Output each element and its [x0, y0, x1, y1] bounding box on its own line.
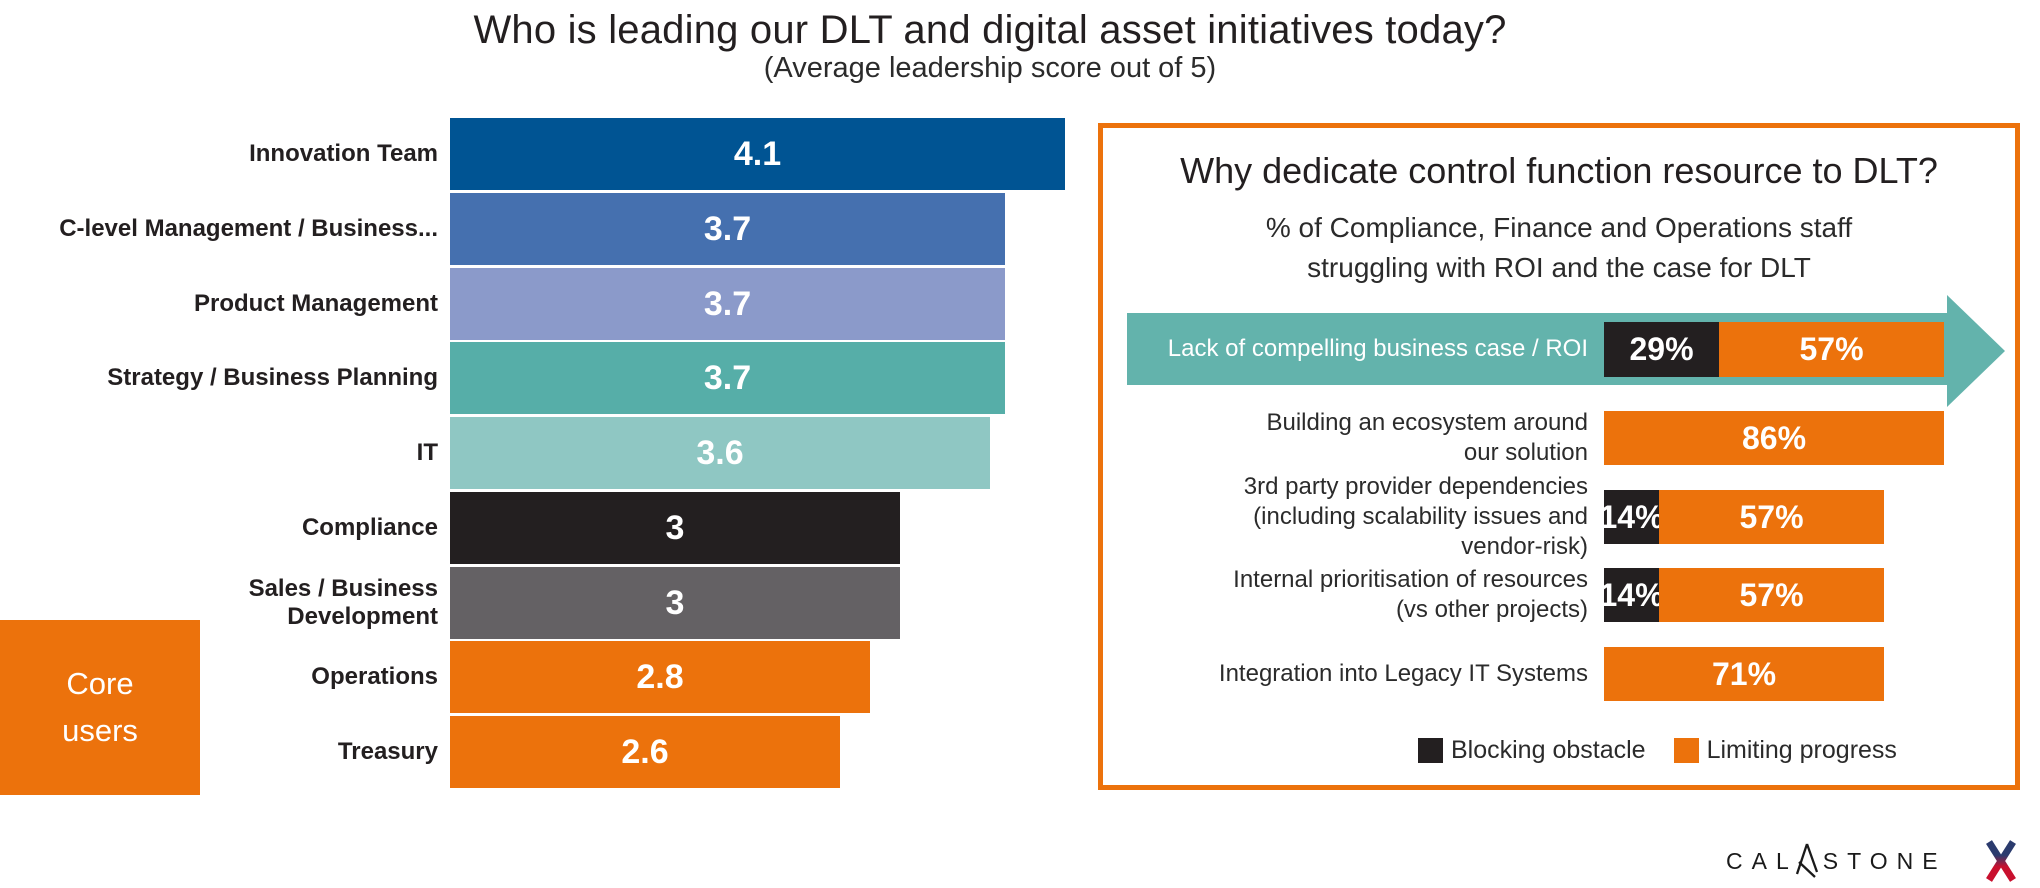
- leadership-category-label: Innovation Team: [249, 140, 438, 168]
- obstacle-category-label: Building an ecosystem around our solutio…: [1266, 409, 1588, 466]
- panel-title: Why dedicate control function resource t…: [1180, 150, 1938, 191]
- leadership-bar: 2.6: [450, 716, 840, 788]
- calastone-wordmark-right: STONE: [1822, 847, 1947, 874]
- arrow-row-label: Lack of compelling business case / ROI: [1167, 335, 1588, 362]
- obstacle-category-label: 3rd party provider dependencies (includi…: [1243, 473, 1588, 560]
- dlt-panel: Why dedicate control function resource t…: [1098, 123, 2020, 790]
- blocking-segment: 14%: [1599, 490, 1664, 544]
- legend-item-blocking: Blocking obstacle: [1418, 736, 1646, 765]
- arrow-blocking-segment: 29%: [1604, 322, 1719, 377]
- blocking-obstacle-label: Blocking obstacle: [1451, 736, 1646, 764]
- leadership-category-label: IT: [416, 439, 438, 467]
- leadership-bar-value: 3: [665, 508, 685, 547]
- obstacle-category-label: Internal prioritisation of resources (vs…: [1233, 566, 1588, 623]
- leadership-bar: 3.7: [450, 193, 1005, 265]
- legend-item-limiting: Limiting progress: [1673, 736, 1897, 765]
- leadership-bar-value: 2.8: [636, 657, 684, 696]
- calastone-a-icon: [1795, 843, 1818, 878]
- leadership-bar-value: 3.7: [703, 284, 752, 323]
- page-subtitle: (Average leadership score out of 5): [763, 52, 1217, 84]
- limiting-segment: 57%: [1659, 490, 1884, 544]
- arrow-limiting-value: 57%: [1799, 331, 1864, 367]
- leadership-category-label: Strategy / Business Planning: [107, 364, 438, 392]
- limiting-segment: 71%: [1604, 647, 1884, 701]
- leadership-bar: 4.1: [450, 118, 1065, 190]
- obstacle-category-label: Integration into Legacy IT Systems: [1218, 660, 1588, 687]
- leadership-category-label: C-level Management / Business...: [59, 215, 438, 243]
- core-users-badge: Core users: [0, 620, 200, 795]
- x-mark-icon: [1985, 840, 2016, 882]
- limiting-segment: 86%: [1604, 411, 1944, 465]
- leadership-category-label: Operations: [311, 663, 438, 691]
- leadership-bar-value: 2.6: [621, 732, 669, 771]
- leadership-category-label: Sales / Business Development: [248, 575, 438, 630]
- leadership-bar-value: 3: [665, 583, 685, 622]
- leadership-category-label: Compliance: [301, 514, 438, 542]
- leadership-bar: 2.8: [450, 641, 870, 713]
- blocking-obstacle-swatch: [1418, 738, 1443, 763]
- calastone-wordmark-left: CAL: [1726, 847, 1798, 874]
- limiting-progress-label: Limiting progress: [1706, 736, 1897, 764]
- leadership-category-label: Product Management: [193, 290, 438, 318]
- calastone-logo: CAL STONE: [1726, 838, 2019, 884]
- leadership-bar-value: 3.7: [703, 358, 752, 397]
- leadership-bar-value: 3.7: [703, 209, 752, 248]
- leadership-bar: 3: [450, 567, 900, 639]
- arrow-limiting-segment: 57%: [1719, 322, 1944, 377]
- leadership-bar: 3.6: [450, 417, 990, 489]
- leadership-bar: 3.7: [450, 342, 1005, 414]
- arrow-head-icon: [1947, 295, 2005, 407]
- legend: Blocking obstacle Limiting progress: [1418, 736, 1897, 765]
- leadership-bar: 3: [450, 492, 900, 564]
- arrow-blocking-value: 29%: [1629, 331, 1694, 367]
- blocking-segment: 14%: [1599, 568, 1664, 622]
- limiting-segment: 57%: [1659, 568, 1884, 622]
- page-title: Who is leading our DLT and digital asset…: [473, 8, 1507, 52]
- limiting-progress-swatch: [1673, 738, 1699, 763]
- leadership-bar-value: 4.1: [733, 134, 782, 173]
- leadership-bar: 3.7: [450, 268, 1005, 340]
- leadership-bar-value: 3.6: [696, 433, 744, 472]
- panel-subtitle: % of Compliance, Finance and Operations …: [1265, 212, 1853, 283]
- leadership-category-label: Treasury: [337, 738, 438, 766]
